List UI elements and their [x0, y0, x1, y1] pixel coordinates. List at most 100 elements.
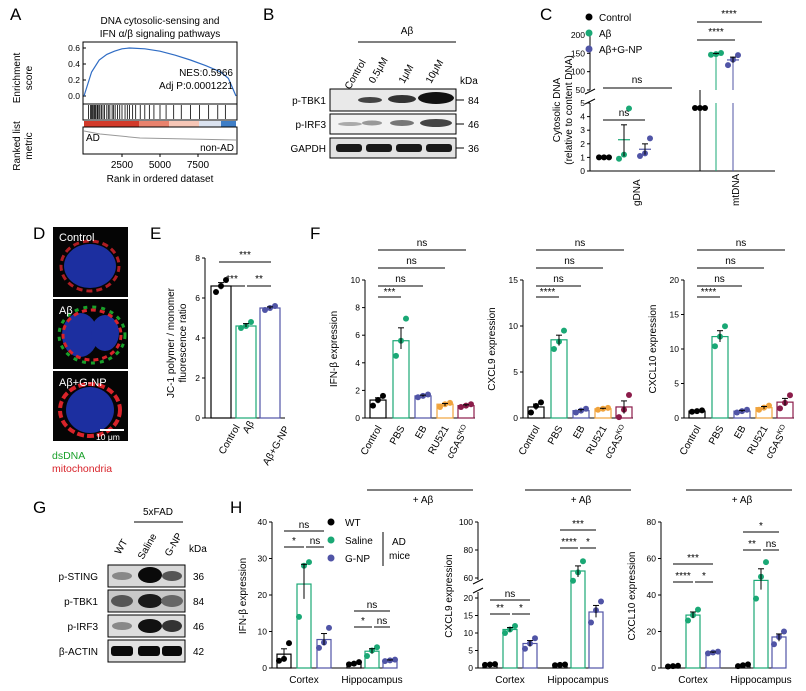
c-ytick-label: 200 — [571, 30, 585, 40]
h-point — [598, 598, 604, 605]
h-point — [522, 645, 528, 652]
gsea-adjp: Adj P:0.0001221 — [159, 81, 233, 92]
wb-b-band — [366, 144, 392, 152]
h-group-label: Hippocampus — [341, 675, 402, 686]
f-category-label: PBS — [707, 424, 727, 447]
wb-b-band — [336, 144, 362, 152]
panel-b-western: Aβ Control 0.5μM 1μM 10μM kDa p-TBK1 84 … — [290, 26, 480, 159]
f-sig-main: **** — [701, 287, 717, 298]
wb-g-band — [138, 567, 162, 583]
wb-g-row-ptbk1: p-TBK1 — [64, 597, 98, 608]
e-ytick-label: 6 — [195, 293, 200, 303]
c-point — [616, 155, 622, 162]
f-point — [595, 406, 601, 413]
h-sig-label: ns — [377, 616, 388, 627]
gsea-ylabel-1: Enrichment — [12, 52, 23, 103]
f-ytick-label: 5 — [674, 379, 679, 389]
h-chart-cxcl10: CXCL10 expression 80 60 40 20 0 Cortex Hippoca… — [627, 517, 792, 686]
h-ytick-label: 0 — [262, 663, 267, 673]
f-point — [722, 323, 728, 330]
f-point — [699, 407, 705, 414]
h-group-label: Hippocampus — [730, 675, 791, 686]
f-ytick-label: 5 — [513, 367, 518, 377]
f-ylabel-cxcl9: CXCL9 expression — [487, 307, 498, 390]
f-category-label: PBS — [546, 424, 566, 447]
wb-b-band — [358, 97, 382, 103]
f-sig-ns: ns — [417, 238, 428, 249]
c-bars — [596, 49, 741, 171]
f-point — [583, 405, 589, 412]
h-point — [492, 661, 498, 668]
e-ylabel-2: fluorescence ratio — [178, 303, 189, 382]
h-sig-label: ns — [505, 589, 516, 600]
h-ytick-label: 10 — [258, 627, 268, 637]
gsea-ad-label: AD — [86, 133, 100, 144]
panel-e-letter: E — [150, 224, 161, 243]
f-ytick-label: 0 — [513, 413, 518, 423]
c-axis-break — [584, 88, 596, 95]
d-dsdna-ring — [57, 305, 127, 365]
panel-g-western: 5xFAD WT Saline G-NP kDa p-STING 36 p-TB… — [59, 507, 207, 663]
h-legend-ad: AD — [392, 537, 406, 548]
h-point — [482, 661, 488, 668]
f-footer-label: + Aβ — [732, 495, 753, 506]
h-legend-mice: mice — [389, 551, 411, 562]
c-ytick-label: 150 — [571, 48, 585, 58]
wb-b-kda-36: 36 — [468, 144, 480, 155]
f-sig-ns: ns — [553, 274, 564, 285]
wb-b-band — [418, 92, 454, 104]
f-point — [380, 392, 386, 399]
wb-g-lane-wt: WT — [113, 538, 130, 557]
gsea-xtick-label: 5000 — [149, 160, 172, 171]
wb-g-band — [161, 595, 183, 607]
panel-c-letter: C — [540, 5, 552, 24]
h-sig-label: * — [759, 521, 763, 532]
h-sig-label: ** — [748, 539, 756, 550]
h-group-label: Cortex — [495, 675, 524, 686]
gsea-ytick-label: 0.6 — [68, 43, 80, 53]
e-cat-abgnp: Aβ+G-NP — [261, 424, 292, 467]
c-ytick-label: 50 — [576, 85, 586, 95]
panel-e-chart: JC-1 polymer / monomer fluorescence rati… — [166, 250, 292, 468]
h-sig-label: * — [519, 603, 523, 614]
gsea-xtick-label: 2500 — [111, 160, 134, 171]
wb-g-lane-gnp: G-NP — [163, 531, 185, 558]
f-sig-ns: ns — [564, 256, 575, 267]
f-ytick-label: 20 — [670, 275, 680, 285]
wb-b-lane-control: Control — [343, 58, 369, 91]
h-chart-ifnb: IFN-β expression 40 30 20 10 0 Cortex Hippocam… — [238, 517, 403, 686]
h-legend-saline: Saline — [345, 536, 373, 547]
h-axis-break — [472, 578, 484, 585]
c-point — [626, 105, 632, 112]
f-bar — [392, 340, 410, 419]
wb-b-band — [388, 95, 416, 103]
f-ytick-label: 15 — [670, 310, 680, 320]
c-legend: Control Aβ Aβ+G-NP — [585, 13, 643, 56]
e-point — [238, 325, 244, 331]
h-point — [685, 617, 691, 624]
f-point — [605, 404, 611, 411]
c-point — [606, 154, 612, 161]
h-point — [715, 648, 721, 655]
h-point — [735, 663, 741, 670]
panel-d-images: Control Aβ Aβ+G-NP 10 μm — [53, 227, 128, 442]
f-sig-ns: ns — [406, 256, 417, 267]
d-mito-ring — [59, 239, 121, 293]
h-legend: WT Saline G-NP AD mice — [327, 518, 411, 566]
f-ko-superscript: KO — [776, 423, 787, 436]
panel-a-letter: A — [10, 5, 22, 24]
e-point — [248, 319, 254, 325]
d-legend-mito: mitochondria — [52, 463, 112, 475]
d-nucleus — [62, 313, 98, 357]
d-mito-ring — [61, 308, 123, 362]
f-point — [744, 406, 750, 413]
wb-g-band — [162, 646, 182, 656]
c-legend-marker — [585, 45, 593, 53]
h-point — [356, 659, 362, 666]
e-ytick-label: 4 — [195, 333, 200, 343]
wb-g-band — [162, 620, 182, 632]
panel-h-letter: H — [230, 498, 242, 517]
f-point — [425, 391, 431, 398]
gsea-xlabel: Rank in ordered dataset — [107, 174, 214, 185]
h-point — [364, 652, 370, 659]
